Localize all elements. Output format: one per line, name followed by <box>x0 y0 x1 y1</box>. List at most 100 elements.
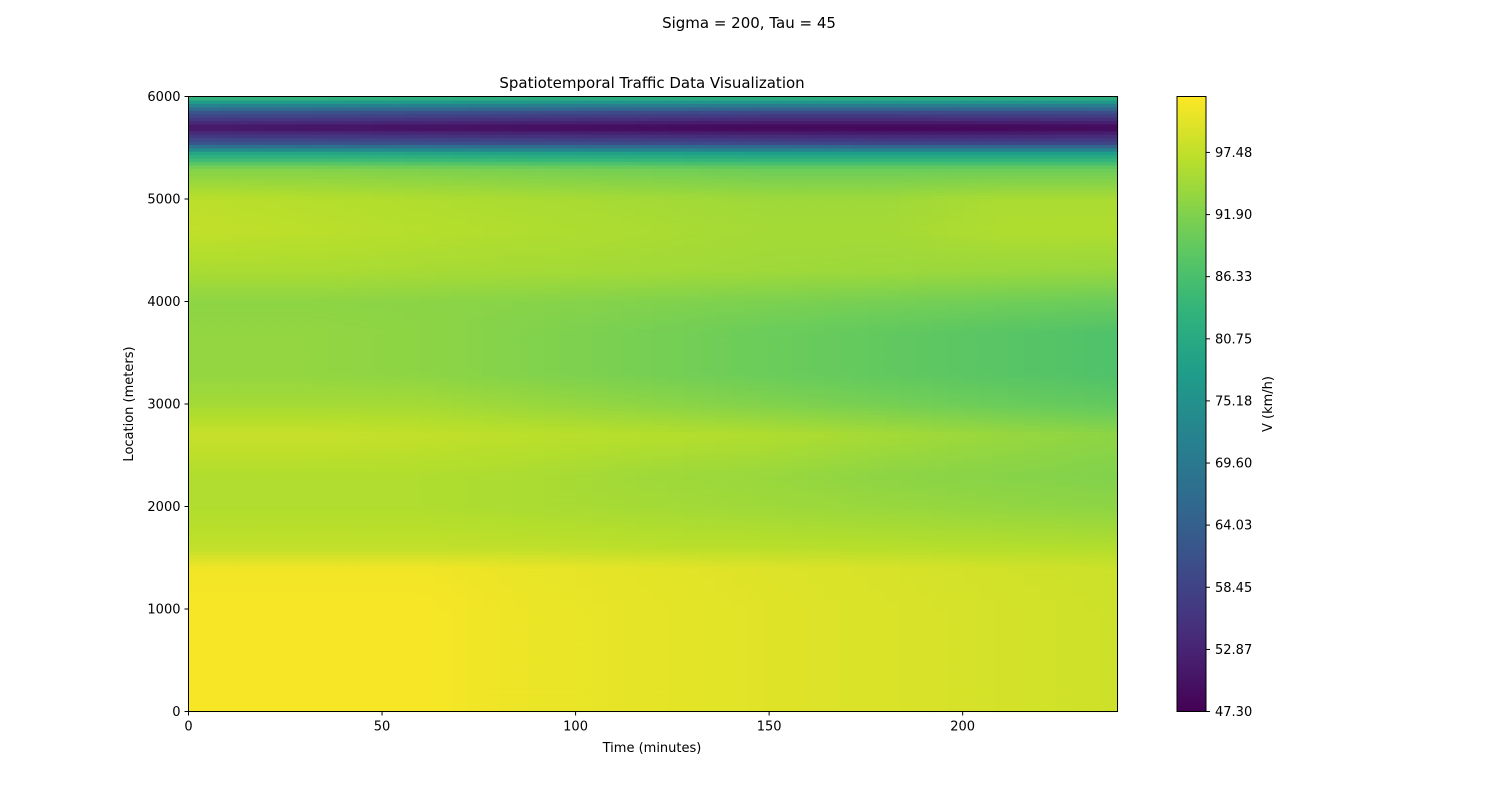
heatmap-cell <box>947 445 964 450</box>
heatmap-cell <box>606 701 623 706</box>
heatmap-cell <box>250 643 267 648</box>
heatmap-cell <box>776 492 793 497</box>
heatmap-cell <box>219 653 236 658</box>
heatmap-cell <box>296 434 313 439</box>
heatmap-cell <box>1040 550 1057 555</box>
heatmap-cell <box>1024 595 1041 600</box>
heatmap-cell <box>575 639 592 644</box>
heatmap-cell <box>1086 520 1103 525</box>
heatmap-cell <box>776 639 793 644</box>
heatmap-cell <box>1040 544 1057 549</box>
heatmap-cell <box>451 462 468 467</box>
heatmap-cell <box>931 503 948 508</box>
heatmap-cell <box>1055 479 1072 484</box>
heatmap-cell <box>745 670 762 675</box>
heatmap-cell <box>699 701 716 706</box>
heatmap-cell <box>792 653 809 658</box>
heatmap-cell <box>575 571 592 576</box>
heatmap-cell <box>931 506 948 511</box>
heatmap-cell <box>265 612 282 617</box>
heatmap-cell <box>374 523 391 528</box>
heatmap-cell <box>978 486 995 491</box>
heatmap-cell <box>931 643 948 648</box>
heatmap-cell <box>761 544 778 549</box>
heatmap-cell <box>544 516 561 521</box>
heatmap-cell <box>699 544 716 549</box>
heatmap-cell <box>234 509 252 514</box>
heatmap-cell <box>683 462 701 467</box>
heatmap-cell <box>405 540 422 545</box>
heatmap-cell <box>683 479 701 484</box>
heatmap-cell <box>560 639 577 644</box>
heatmap-cell <box>1071 677 1088 682</box>
heatmap-cell <box>544 636 561 641</box>
heatmap-cell <box>730 427 747 432</box>
heatmap-cell <box>1009 615 1026 620</box>
heatmap-cell <box>916 479 933 484</box>
heatmap-cell <box>699 680 716 685</box>
heatmap-cell <box>529 643 546 648</box>
heatmap-cell <box>436 445 453 450</box>
heatmap-cell <box>622 602 639 607</box>
heatmap-cell <box>575 691 592 696</box>
heatmap-cell <box>1071 492 1088 497</box>
heatmap-cell <box>761 653 778 658</box>
heatmap-cell <box>203 687 221 692</box>
heatmap-cell <box>343 632 360 637</box>
heatmap-cell <box>885 585 902 590</box>
heatmap-cell <box>281 475 298 480</box>
heatmap-cell <box>327 438 344 443</box>
heatmap-cell <box>405 486 422 491</box>
heatmap-cell <box>405 472 422 477</box>
heatmap-cell <box>622 598 639 603</box>
heatmap-cell <box>281 609 298 614</box>
heatmap-cell <box>296 509 313 514</box>
heatmap-cell <box>838 636 855 641</box>
heatmap-cell <box>513 588 530 593</box>
heatmap-cell <box>947 479 964 484</box>
heatmap-cell <box>498 571 515 576</box>
heatmap-cell <box>250 639 267 644</box>
heatmap-cell <box>792 687 809 692</box>
heatmap-cell <box>1086 492 1103 497</box>
heatmap-cell <box>1040 472 1057 477</box>
heatmap-cell <box>792 612 809 617</box>
heatmap-cell <box>807 506 824 511</box>
heatmap-cell <box>513 554 530 559</box>
heatmap-cell <box>637 516 654 521</box>
heatmap-cell <box>699 697 716 702</box>
heatmap-cell <box>869 578 886 583</box>
heatmap-cell <box>312 489 329 494</box>
heatmap-cell <box>947 704 964 709</box>
heatmap-cell <box>575 595 592 600</box>
heatmap-cell <box>653 663 670 668</box>
heatmap-cell <box>869 609 886 614</box>
heatmap-cell <box>358 561 375 566</box>
heatmap-cell <box>327 455 344 460</box>
heatmap-cell <box>1009 492 1026 497</box>
heatmap-cell <box>327 595 344 600</box>
heatmap-cell <box>188 697 205 702</box>
heatmap-cell <box>745 646 762 651</box>
heatmap-cell <box>1086 462 1103 467</box>
heatmap-cell <box>916 660 933 665</box>
heatmap-cell <box>405 694 422 699</box>
heatmap-cell <box>374 574 391 579</box>
heatmap-cell <box>916 527 933 532</box>
heatmap-cell <box>683 523 701 528</box>
heatmap-cell <box>405 427 422 432</box>
heatmap-cell <box>250 670 267 675</box>
heatmap-cell <box>1055 622 1072 627</box>
heatmap-cell <box>529 506 546 511</box>
heatmap-cell <box>916 619 933 624</box>
heatmap-cell <box>823 554 840 559</box>
heatmap-cell <box>389 479 406 484</box>
heatmap-cell <box>312 445 329 450</box>
heatmap-cell <box>730 691 747 696</box>
heatmap-cell <box>1071 667 1088 672</box>
heatmap-cell <box>683 568 701 573</box>
heatmap-cell <box>1086 451 1103 456</box>
heatmap-cell <box>203 527 221 532</box>
heatmap-cell <box>606 591 623 596</box>
heatmap-cell <box>405 626 422 631</box>
